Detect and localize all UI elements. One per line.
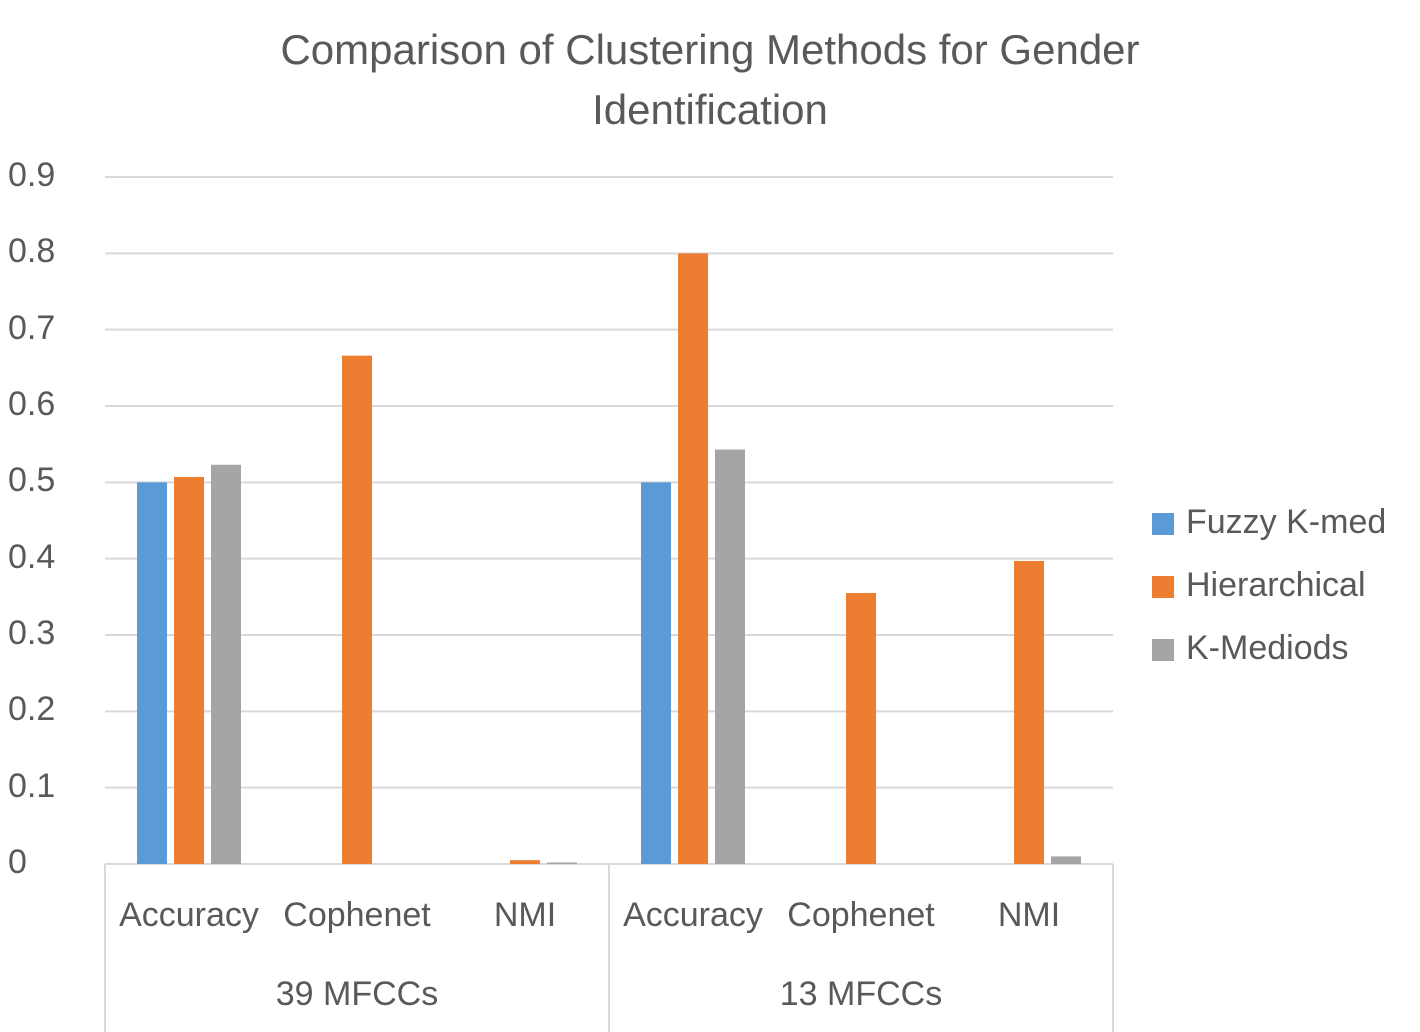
y-tick-label: 0.6: [8, 385, 56, 423]
chart-title-line-2: Identification: [592, 86, 828, 133]
legend-swatch: [1152, 576, 1174, 598]
chart-title-line-1: Comparison of Clustering Methods for Gen…: [280, 26, 1140, 73]
bar: [211, 464, 241, 864]
bar: [1014, 560, 1044, 864]
bar: [510, 860, 540, 864]
y-tick-label: 0: [8, 843, 27, 881]
y-tick-label: 0.8: [8, 232, 56, 271]
y-tick-label: 0.2: [8, 690, 56, 729]
x-tick-label: Cophenet: [787, 896, 935, 934]
y-tick-label: 0.5: [8, 461, 56, 500]
legend-label: Hierarchical: [1186, 566, 1366, 604]
bar: [678, 253, 708, 865]
y-tick-label: 0.9: [8, 156, 56, 194]
x-tick-label: Cophenet: [283, 896, 431, 934]
y-tick-label: 0.4: [8, 537, 56, 576]
y-tick-label: 0.1: [8, 766, 56, 805]
bar: [342, 355, 372, 864]
bar: [1051, 856, 1081, 864]
group-label: 13 MFCCs: [779, 975, 943, 1013]
x-tick-label: NMI: [493, 896, 557, 934]
x-tick-label: Accuracy: [119, 896, 259, 934]
bar: [174, 476, 204, 864]
legend-label: Fuzzy K-med: [1186, 503, 1387, 541]
x-tick-label: NMI: [997, 896, 1061, 934]
bar: [547, 862, 577, 864]
bar: [846, 593, 876, 864]
bar: [641, 482, 671, 864]
legend-label: K-Mediods: [1186, 629, 1349, 667]
bar: [715, 449, 745, 864]
legend-swatch: [1152, 513, 1174, 535]
legend-swatch: [1152, 639, 1174, 661]
y-tick-label: 0.7: [8, 308, 56, 347]
group-label: 39 MFCCs: [275, 975, 439, 1013]
y-tick-label: 0.3: [8, 614, 56, 652]
bar: [137, 482, 167, 864]
x-tick-label: Accuracy: [623, 896, 763, 934]
